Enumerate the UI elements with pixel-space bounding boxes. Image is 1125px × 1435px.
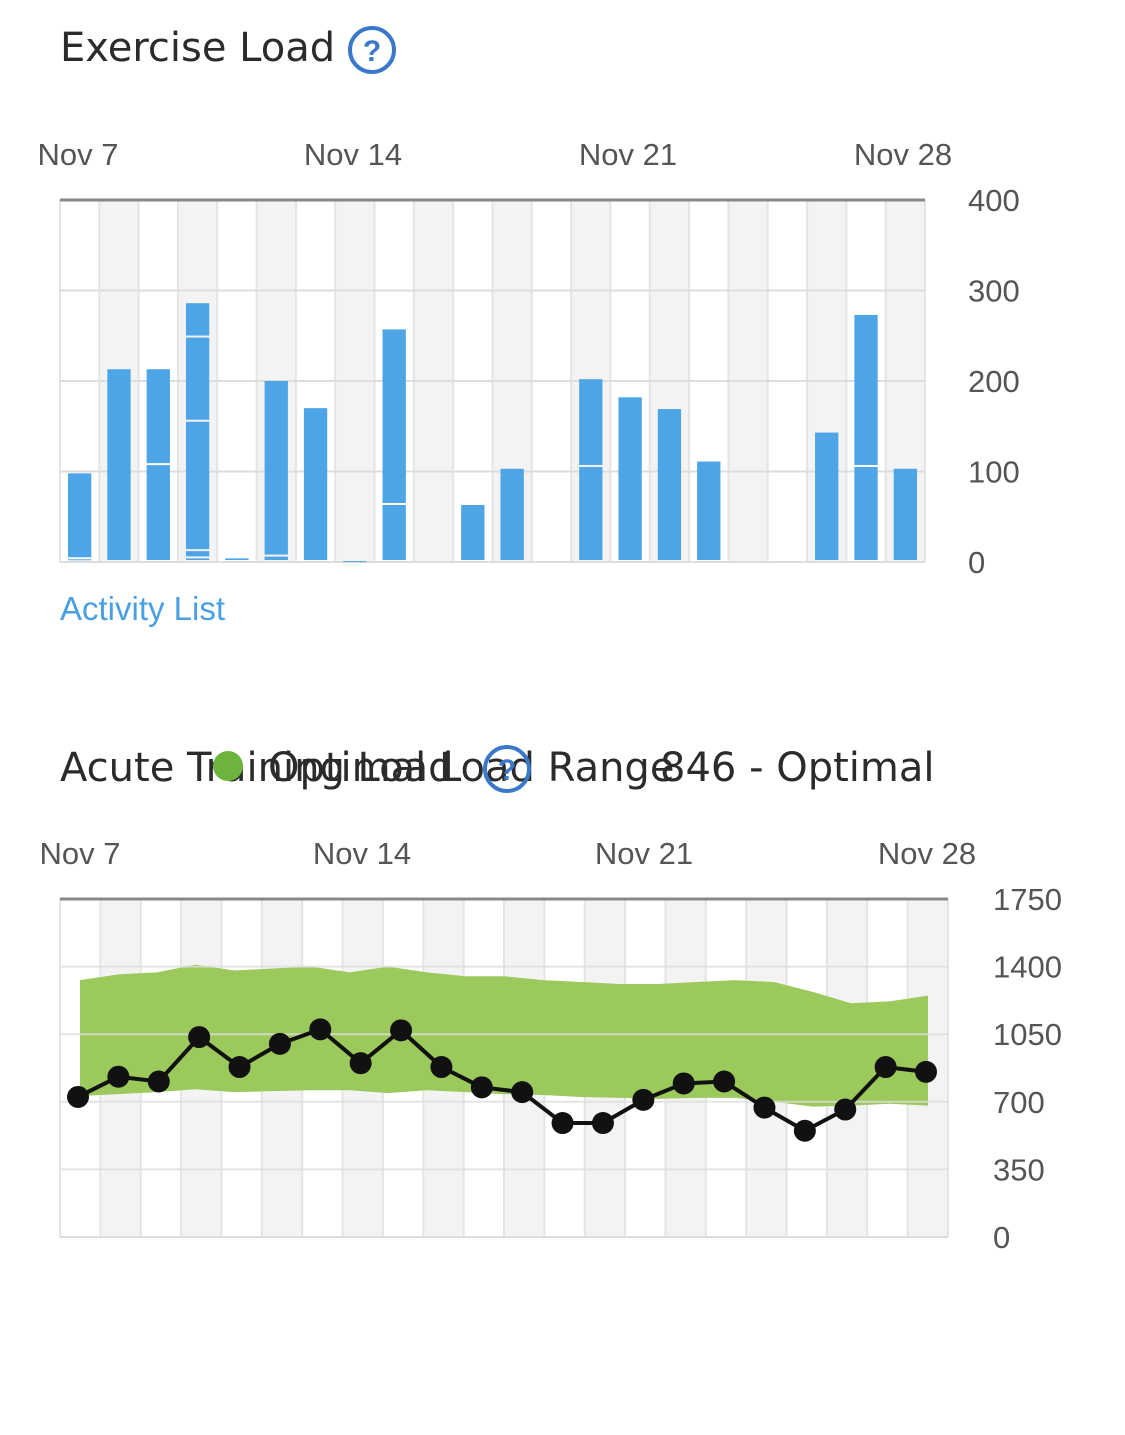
x-tick-label: Nov 7 bbox=[38, 137, 119, 172]
activity-list-link[interactable]: Activity List bbox=[60, 590, 226, 627]
x-tick-label: Nov 7 bbox=[40, 836, 121, 871]
acute-load-line bbox=[77, 1027, 927, 1133]
exercise-load-bar bbox=[893, 468, 917, 560]
exercise-load-bar bbox=[68, 559, 92, 561]
exercise-load-bar bbox=[854, 466, 878, 560]
y-tick-label: 0 bbox=[968, 545, 985, 580]
acute-load-point bbox=[67, 1085, 89, 1108]
x-tick-label: Nov 28 bbox=[854, 137, 952, 172]
y-tick-label: 300 bbox=[968, 274, 1020, 309]
acute-load-point bbox=[349, 1052, 372, 1075]
svg-text:?: ? bbox=[498, 754, 516, 787]
optimal-load-band bbox=[80, 964, 928, 1107]
exercise-load-bar bbox=[697, 461, 721, 560]
acute-load-title: Acute Training Load bbox=[60, 745, 454, 791]
exercise-load-bar bbox=[185, 337, 210, 420]
exercise-load-bar bbox=[264, 556, 288, 560]
exercise-load-title: Exercise Load bbox=[60, 25, 336, 71]
acute-load-point bbox=[470, 1076, 493, 1099]
exercise-load-bar bbox=[185, 551, 210, 557]
x-tick-label: Nov 14 bbox=[313, 836, 411, 871]
question-circle-icon[interactable]: ? bbox=[346, 24, 398, 76]
exercise-load-bar bbox=[303, 408, 328, 560]
exercise-load-bar bbox=[146, 369, 170, 464]
acute-load-value: 846 - Optimal bbox=[660, 745, 935, 791]
exercise-load-bar bbox=[343, 561, 367, 563]
acute-load-point bbox=[632, 1088, 655, 1111]
acute-load-point bbox=[309, 1018, 332, 1041]
exercise-load-bar bbox=[146, 465, 170, 560]
acute-load-point bbox=[551, 1112, 574, 1135]
acute-load-point bbox=[834, 1098, 857, 1121]
exercise-load-bar bbox=[618, 397, 642, 560]
x-tick-label: Nov 21 bbox=[579, 137, 677, 172]
acute-load-point bbox=[107, 1065, 130, 1088]
exercise-load-bar bbox=[382, 504, 406, 560]
acute-load-point bbox=[268, 1032, 291, 1055]
exercise-load-bar bbox=[68, 473, 92, 558]
y-tick-label: 1750 bbox=[993, 882, 1062, 917]
optimal-range-legend-label: Optimal Load Range bbox=[268, 745, 675, 791]
acute-load-point bbox=[874, 1056, 897, 1079]
exercise-load-bar bbox=[225, 558, 249, 560]
y-tick-label: 200 bbox=[968, 364, 1020, 399]
y-tick-label: 700 bbox=[993, 1085, 1045, 1120]
acute-load-point bbox=[591, 1112, 614, 1135]
y-tick-label: 1400 bbox=[993, 950, 1062, 985]
exercise-load-bar bbox=[500, 468, 524, 560]
acute-load-point bbox=[147, 1070, 170, 1093]
acute-load-point bbox=[672, 1072, 695, 1095]
exercise-load-bar bbox=[185, 421, 210, 550]
svg-text:?: ? bbox=[363, 35, 381, 68]
acute-load-point bbox=[228, 1056, 251, 1079]
acute-load-point bbox=[188, 1026, 211, 1049]
x-tick-label: Nov 28 bbox=[878, 836, 976, 871]
exercise-load-bar bbox=[382, 329, 406, 503]
acute-load-point bbox=[713, 1070, 736, 1093]
exercise-load-bar bbox=[815, 432, 839, 560]
acute-load-point bbox=[915, 1060, 937, 1083]
exercise-load-bar bbox=[657, 409, 682, 560]
y-tick-label: 0 bbox=[993, 1220, 1010, 1255]
exercise-load-bar bbox=[461, 504, 485, 560]
x-tick-label: Nov 14 bbox=[304, 137, 402, 172]
y-tick-label: 1050 bbox=[993, 1017, 1062, 1052]
acute-load-point bbox=[511, 1081, 534, 1104]
exercise-load-bar bbox=[854, 314, 878, 465]
acute-load-point bbox=[390, 1019, 413, 1042]
acute-load-point bbox=[430, 1056, 453, 1079]
y-tick-label: 350 bbox=[993, 1152, 1045, 1187]
exercise-load-bar bbox=[264, 381, 288, 555]
exercise-load-bar bbox=[107, 369, 131, 560]
acute-load-chart: 1750 1400 1050 700 350 0 Nov 7 Nov 14 Nov 21 Nov … bbox=[40, 836, 1062, 1255]
exercise-load-bar bbox=[185, 558, 210, 560]
exercise-load-chart: 400 300 200 100 0 Nov 7 Nov 14 Nov 21 Nov 28 bbox=[38, 137, 1020, 580]
optimal-range-legend-dot bbox=[213, 751, 243, 781]
y-tick-label: 400 bbox=[968, 183, 1020, 218]
question-circle-icon[interactable]: ? bbox=[481, 743, 533, 795]
exercise-load-bar bbox=[579, 379, 603, 465]
x-tick-label: Nov 21 bbox=[595, 836, 693, 871]
exercise-load-bar bbox=[579, 466, 603, 560]
acute-load-point bbox=[753, 1096, 776, 1119]
y-tick-label: 100 bbox=[968, 455, 1020, 490]
acute-load-point bbox=[793, 1119, 816, 1142]
exercise-load-bar bbox=[185, 303, 210, 336]
